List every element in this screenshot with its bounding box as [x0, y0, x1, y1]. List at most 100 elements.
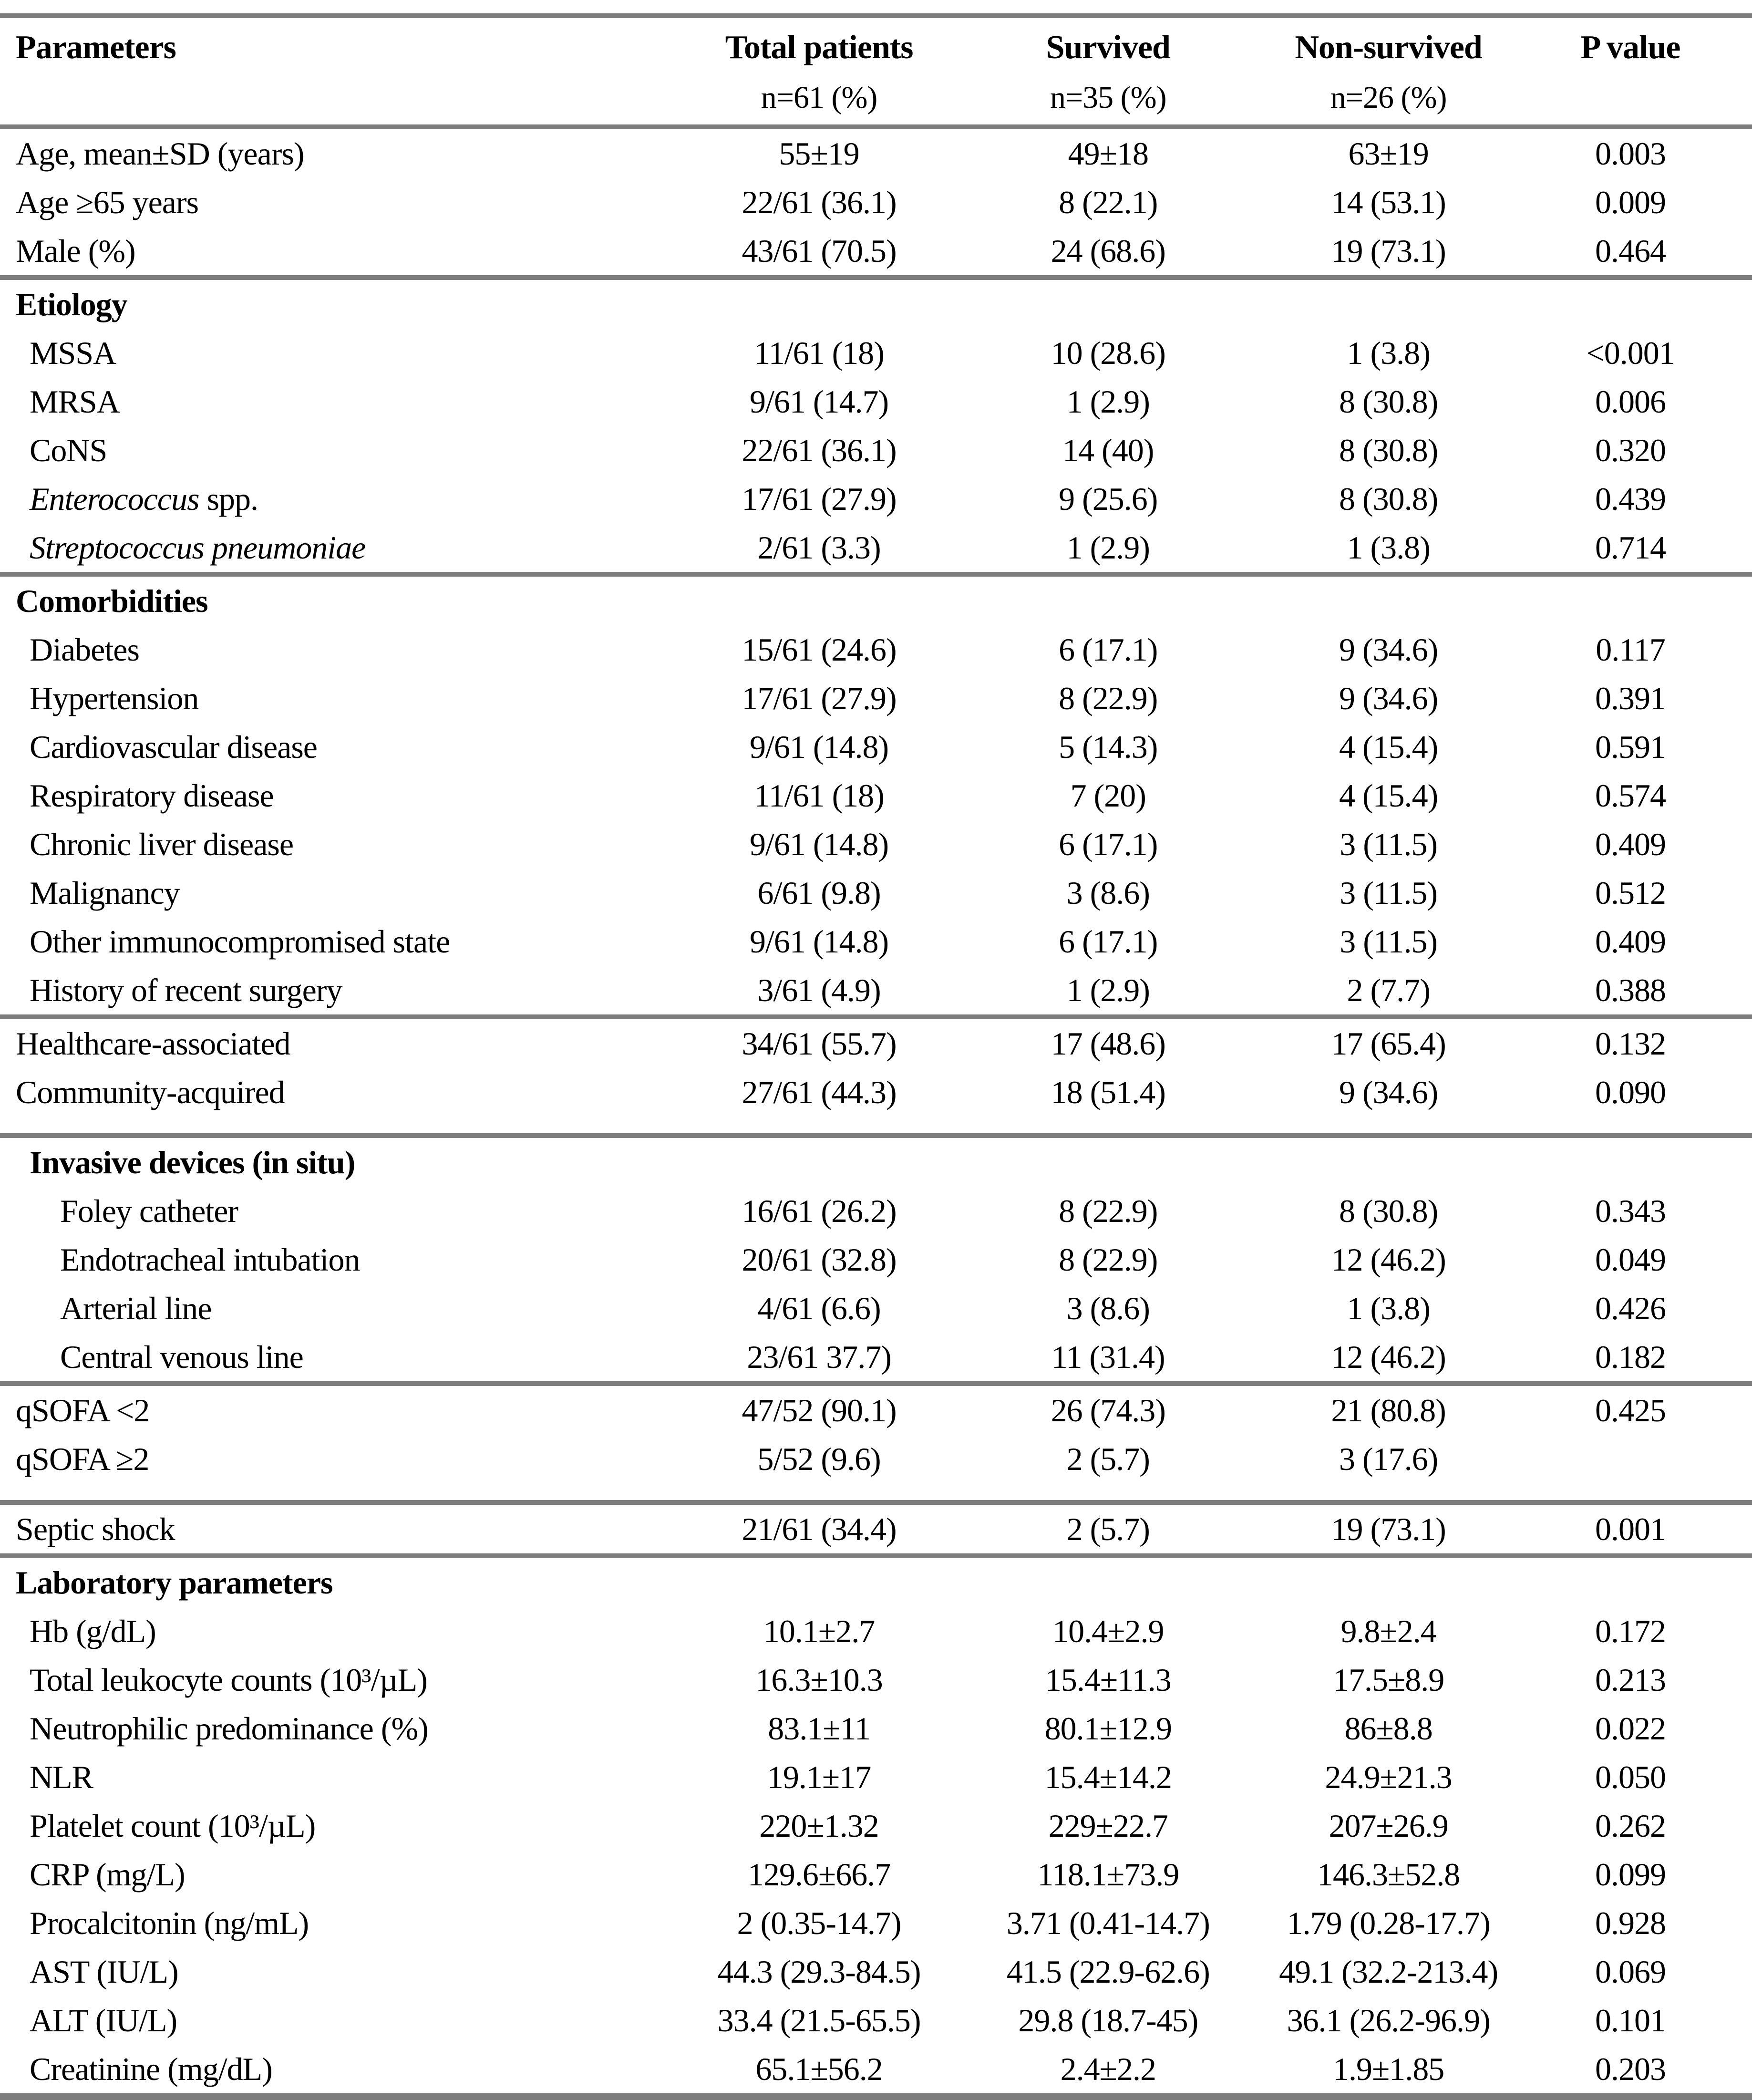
cell-non-survived: 8 (30.8): [1339, 383, 1438, 420]
cell-non-survived: 14 (53.1): [1331, 184, 1446, 220]
cell-non-survived: 1 (3.8): [1347, 1290, 1430, 1326]
cell-parameter: Laboratory parameters: [0, 1553, 657, 1607]
cell-p-value: 0.439: [1595, 480, 1666, 517]
cell-total-patients: 9/61 (14.8): [750, 728, 889, 765]
cell-p-value: 0.343: [1595, 1192, 1666, 1229]
cell-p-value: 0.425: [1542, 1381, 1752, 1435]
cell-total-patients: 11/61 (18): [754, 777, 885, 814]
table-row: Neutrophilic predominance (%) 83.1±11 80…: [0, 1704, 1752, 1753]
cell-parameter: Etiology: [0, 275, 657, 329]
cell-parameter: Arterial line: [0, 1284, 657, 1333]
table-row: CRP (mg/L) 129.6±66.7 118.1±73.9 146.3±5…: [0, 1850, 1752, 1899]
cell-parameter: NLR: [0, 1753, 657, 1801]
cell-survived: 80.1±12.9: [1044, 1710, 1172, 1747]
cell-parameter: Community-acquired: [0, 1068, 657, 1136]
table-row: Endotracheal intubation 20/61 (32.8) 8 (…: [0, 1235, 1752, 1284]
table-row: Healthcare-associated 34/61 (55.7) 17 (4…: [0, 1014, 1752, 1068]
cell-total-patients: 20/61 (32.8): [742, 1241, 897, 1278]
cell-non-survived: 3 (11.5): [1340, 826, 1438, 862]
cell-total-patients: 27/61 (44.3): [742, 1074, 897, 1110]
cell-non-survived: 146.3±52.8: [1317, 1856, 1460, 1893]
cell-survived: [981, 572, 1236, 625]
table-row: Laboratory parameters: [0, 1553, 1752, 1607]
row-label: Invasive devices (in situ): [30, 1144, 355, 1180]
col-header-subtitle: n=61 (%): [761, 80, 878, 115]
table-row: Hb (g/dL) 10.1±2.7 10.4±2.9 9.8±2.4 0.17…: [0, 1607, 1752, 1655]
col-header-survived: Survived n=35 (%): [981, 13, 1236, 129]
cell-parameter: Septic shock: [0, 1500, 657, 1556]
cell-parameter: Procalcitonin (ng/mL): [0, 1899, 657, 1947]
cell-non-survived: 17 (65.4): [1235, 1014, 1542, 1068]
cell-p-value: [1542, 275, 1752, 329]
row-label: Etiology: [16, 286, 128, 322]
cell-non-survived: 49.1 (32.2-213.4): [1279, 1953, 1498, 1990]
cell-total-patients: 2 (0.35-14.7): [737, 1904, 902, 1941]
row-label: qSOFA ≥2: [16, 1440, 149, 1477]
col-header-label: Parameters: [16, 29, 176, 66]
cell-survived: 8 (22.9): [1059, 1241, 1158, 1278]
cell-parameter: AST (IU/L): [0, 1947, 657, 1996]
cell-survived: 6 (17.1): [1059, 826, 1158, 862]
cell-parameter: Foley catheter: [0, 1187, 657, 1235]
cell-p-value: <0.001: [1586, 334, 1675, 371]
table-row: Chronic liver disease 9/61 (14.8) 6 (17.…: [0, 820, 1752, 869]
cell-p-value: 0.009: [1595, 184, 1666, 220]
cell-total-patients: 55±19: [779, 135, 859, 172]
cell-total-patients: 43/61 (70.5): [742, 232, 897, 269]
cell-p-value: 0.409: [1595, 923, 1666, 960]
cell-total-patients: 3/61 (4.9): [757, 972, 881, 1008]
cell-non-survived: 19 (73.1): [1331, 232, 1446, 269]
cell-non-survived: 9.8±2.4: [1340, 1613, 1436, 1649]
cell-p-value: 0.049: [1595, 1241, 1666, 1278]
row-label: qSOFA <2: [16, 1392, 150, 1428]
cell-p-value: 0.591: [1595, 728, 1666, 765]
cell-total-patients: 10.1±2.7: [763, 1613, 875, 1649]
table-row: Arterial line 4/61 (6.6) 3 (8.6) 1 (3.8)…: [0, 1284, 1752, 1333]
cell-non-survived: 4 (15.4): [1339, 728, 1438, 765]
col-header-non-survived: Non-survived n=26 (%): [1235, 13, 1542, 129]
cell-parameter: Age ≥65 years: [0, 178, 657, 227]
cell-survived: 1 (2.9): [1066, 529, 1150, 566]
cell-survived: 49±18: [1068, 135, 1149, 172]
cell-parameter: Neutrophilic predominance (%): [0, 1704, 657, 1753]
row-label: Creatinine (mg/dL): [30, 2050, 273, 2087]
col-header-total-patients: Total patients n=61 (%): [657, 13, 981, 129]
cell-survived: 26 (74.3): [981, 1381, 1236, 1435]
cell-total-patients: 22/61 (36.1): [742, 432, 897, 468]
cell-survived: 11 (31.4): [1051, 1338, 1165, 1375]
cell-non-survived: 2 (7.7): [1347, 972, 1430, 1008]
cell-non-survived: [1235, 275, 1542, 329]
row-label: Neutrophilic predominance (%): [30, 1710, 429, 1747]
cell-parameter: Endotracheal intubation: [0, 1235, 657, 1284]
cell-survived: 9 (25.6): [1059, 480, 1158, 517]
cell-survived: 1 (2.9): [1066, 972, 1150, 1008]
cell-total-patients: 44.3 (29.3-84.5): [717, 1953, 921, 1990]
table-row: History of recent surgery 3/61 (4.9) 1 (…: [0, 966, 1752, 1017]
row-label: Respiratory disease: [30, 777, 274, 814]
row-label: Comorbidities: [16, 582, 208, 619]
cell-p-value: 0.069: [1595, 1953, 1666, 1990]
cell-p-value: 0.320: [1595, 432, 1666, 468]
cell-p-value: [1542, 572, 1752, 625]
row-label: NLR: [30, 1759, 93, 1795]
cell-non-survived: 9 (34.6): [1339, 631, 1438, 668]
row-label: Foley catheter: [60, 1192, 238, 1229]
cell-total-patients: 5/52 (9.6): [757, 1440, 881, 1477]
cell-p-value: 0.001: [1542, 1500, 1752, 1556]
row-label: Endotracheal intubation: [60, 1241, 360, 1278]
cell-p-value: 0.022: [1595, 1710, 1666, 1747]
cell-total-patients: [657, 275, 981, 329]
cell-total-patients: 9/61 (14.8): [750, 923, 889, 960]
cell-total-patients: 23/61 37.7): [747, 1338, 892, 1375]
row-label: Enterococcus spp.: [30, 480, 258, 517]
cell-total-patients: 33.4 (21.5-65.5): [717, 2002, 921, 2038]
cell-non-survived: 19 (73.1): [1235, 1500, 1542, 1556]
row-label: CoNS: [30, 432, 107, 468]
cell-p-value: 0.928: [1595, 1904, 1666, 1941]
cell-parameter: qSOFA <2: [0, 1381, 657, 1435]
col-header-label: Survived: [1046, 29, 1171, 66]
cell-non-survived: 1.9±1.85: [1332, 2050, 1444, 2087]
cell-p-value: 0.099: [1595, 1856, 1666, 1893]
cell-p-value: 0.203: [1595, 2050, 1666, 2087]
table-row: Community-acquired 27/61 (44.3) 18 (51.4…: [0, 1068, 1752, 1136]
